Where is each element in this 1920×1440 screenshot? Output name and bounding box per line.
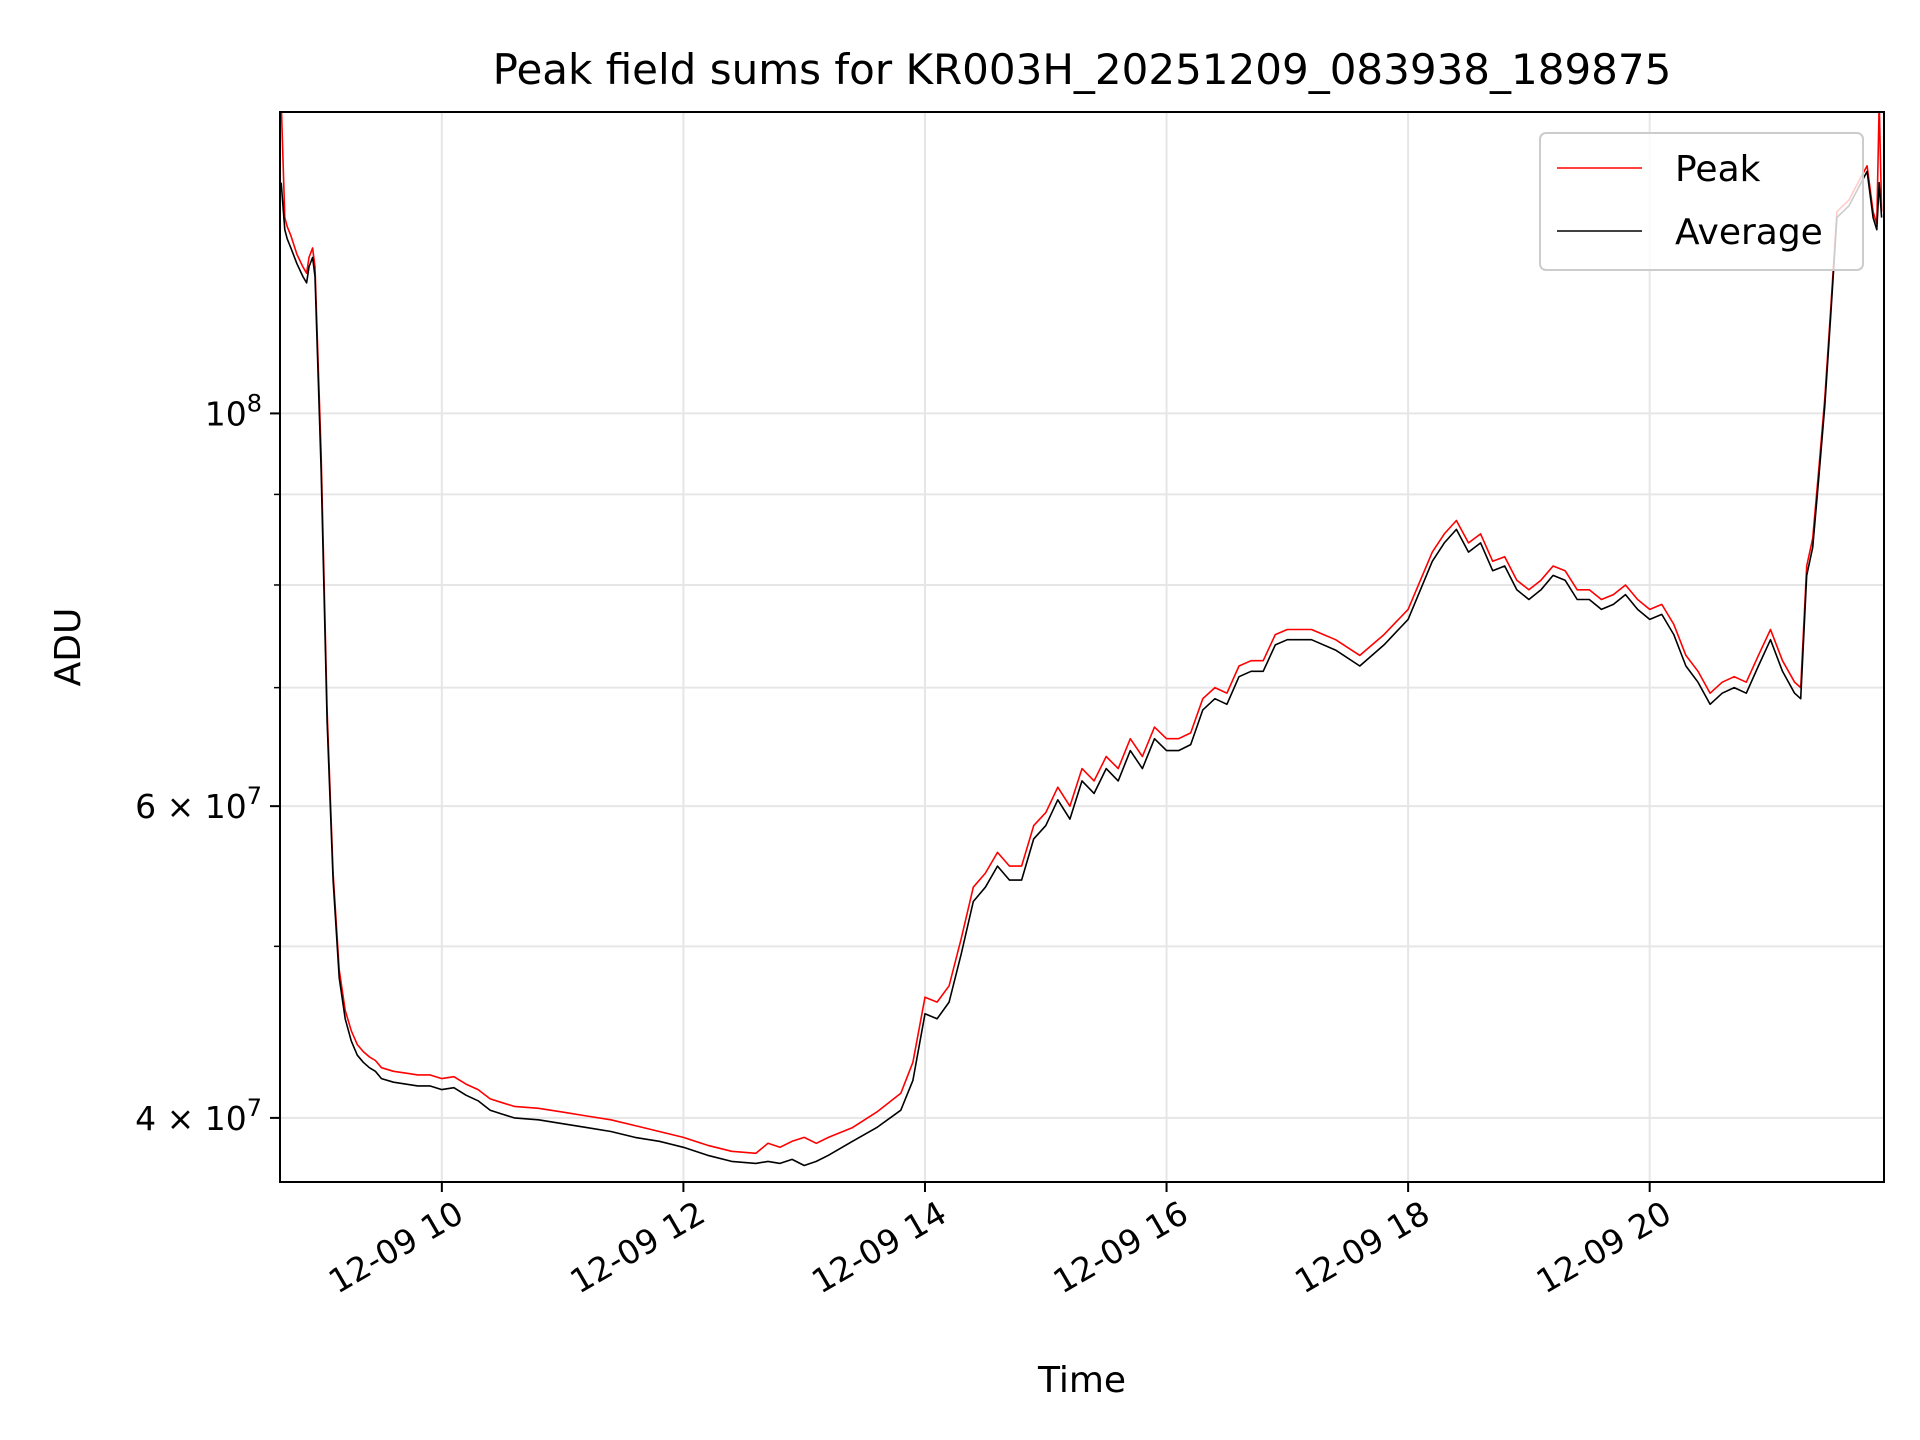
chart-title: Peak field sums for KR003H_20251209_0839… xyxy=(493,45,1672,94)
y-tick-label: 4 × 107 xyxy=(135,1094,262,1138)
legend-label-average: Average xyxy=(1675,212,1823,253)
x-axis-label: Time xyxy=(1037,1360,1126,1401)
y-axis-label: ADU xyxy=(48,608,89,687)
legend: Peak Average xyxy=(1539,132,1864,271)
series-line-average xyxy=(280,170,1883,1167)
grid-lines xyxy=(280,112,1884,1182)
plot-frame xyxy=(279,111,1885,1183)
legend-label-peak: Peak xyxy=(1675,149,1761,190)
series-lines xyxy=(280,112,1883,1167)
series-line-peak xyxy=(280,112,1883,1155)
y-tick-label: 6 × 107 xyxy=(135,782,262,826)
y-tick-label: 108 xyxy=(205,389,262,433)
